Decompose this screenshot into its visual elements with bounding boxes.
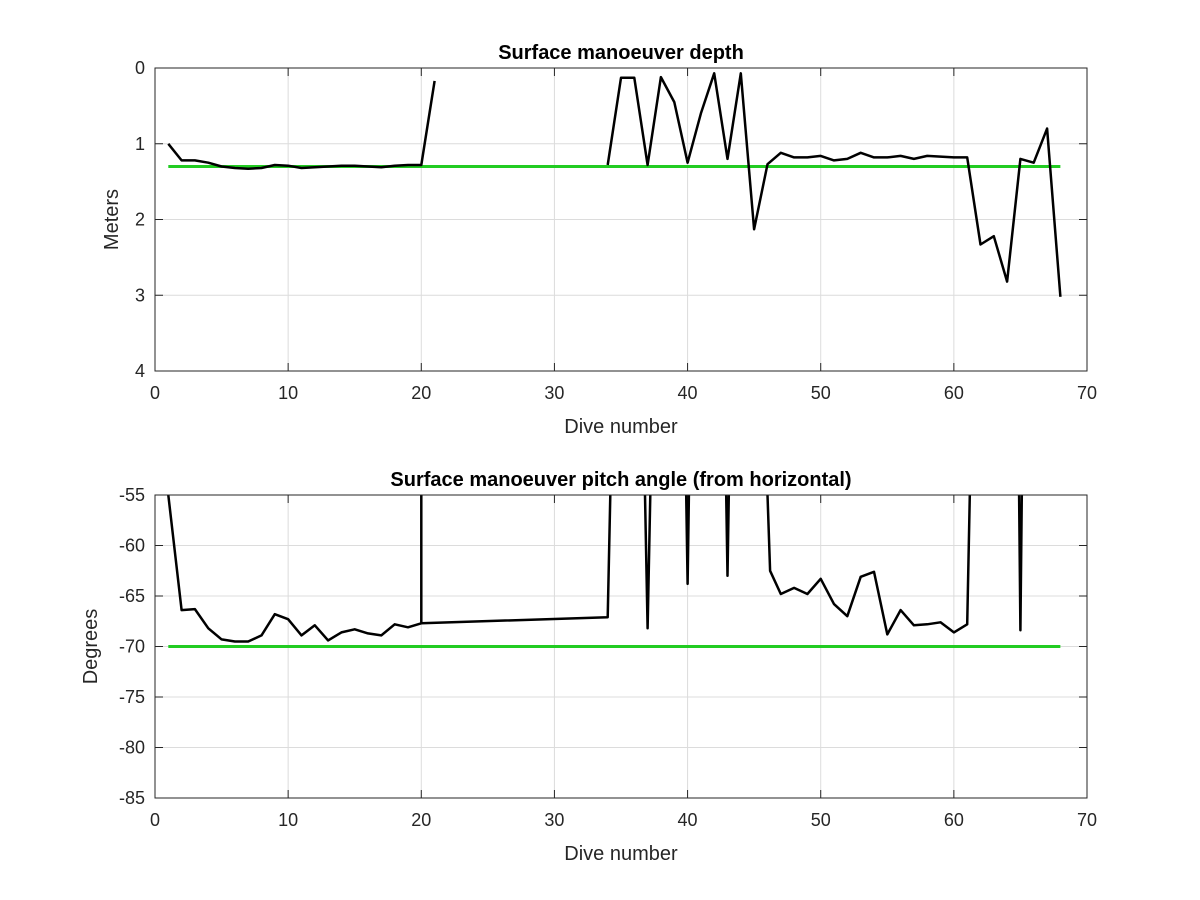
x-tick-label: 40 xyxy=(678,383,698,403)
x-tick-label: 60 xyxy=(944,383,964,403)
axes-box xyxy=(154,67,1088,372)
y-axis-label: Meters xyxy=(101,189,123,250)
y-tick-label: 3 xyxy=(135,285,145,305)
y-tick-label: -65 xyxy=(119,586,145,606)
series-line-1 xyxy=(167,495,1024,643)
y-tick-label: 2 xyxy=(135,210,145,230)
x-tick-label: 50 xyxy=(811,810,831,830)
x-tick-label: 50 xyxy=(811,383,831,403)
x-axis-label: Dive number xyxy=(564,843,678,865)
x-tick-label: 20 xyxy=(411,810,431,830)
x-axis-label: Dive number xyxy=(564,416,678,438)
y-tick-label: 0 xyxy=(135,58,145,78)
y-tick-label: -55 xyxy=(119,485,145,505)
y-tick-label: -80 xyxy=(119,738,145,758)
x-tick-label: 0 xyxy=(150,383,160,403)
chart-title: Surface manoeuver depth xyxy=(498,42,744,64)
y-tick-label: 1 xyxy=(135,134,145,154)
x-tick-label: 30 xyxy=(544,810,564,830)
x-tick-label: 0 xyxy=(150,810,160,830)
chart-1: 0 10 20 30 40 50 60 70 0 1 2 3 4 Surface manoeuver de… xyxy=(101,42,1097,438)
x-tick-label: 60 xyxy=(944,810,964,830)
x-tick-label: 30 xyxy=(544,383,564,403)
series-line-1 xyxy=(167,72,1062,297)
axes-box xyxy=(154,494,1088,799)
x-tick-label: 10 xyxy=(278,810,298,830)
y-tick-label: -75 xyxy=(119,687,145,707)
x-tick-label: 40 xyxy=(678,810,698,830)
x-tick-label: 70 xyxy=(1077,383,1097,403)
y-axis-label: Degrees xyxy=(80,609,102,685)
chart-2: 0 10 20 30 40 50 60 70 -55 -60 -65 -70 -75 -80 -85 Surf… xyxy=(80,469,1097,865)
y-tick-label: -85 xyxy=(119,788,145,808)
y-tick-label: -70 xyxy=(119,637,145,657)
y-tick-label: 4 xyxy=(135,361,145,381)
y-tick-label: -60 xyxy=(119,536,145,556)
x-tick-label: 70 xyxy=(1077,810,1097,830)
x-tick-label: 20 xyxy=(411,383,431,403)
chart-title: Surface manoeuver pitch angle (from hori… xyxy=(390,469,851,491)
x-tick-label: 10 xyxy=(278,383,298,403)
